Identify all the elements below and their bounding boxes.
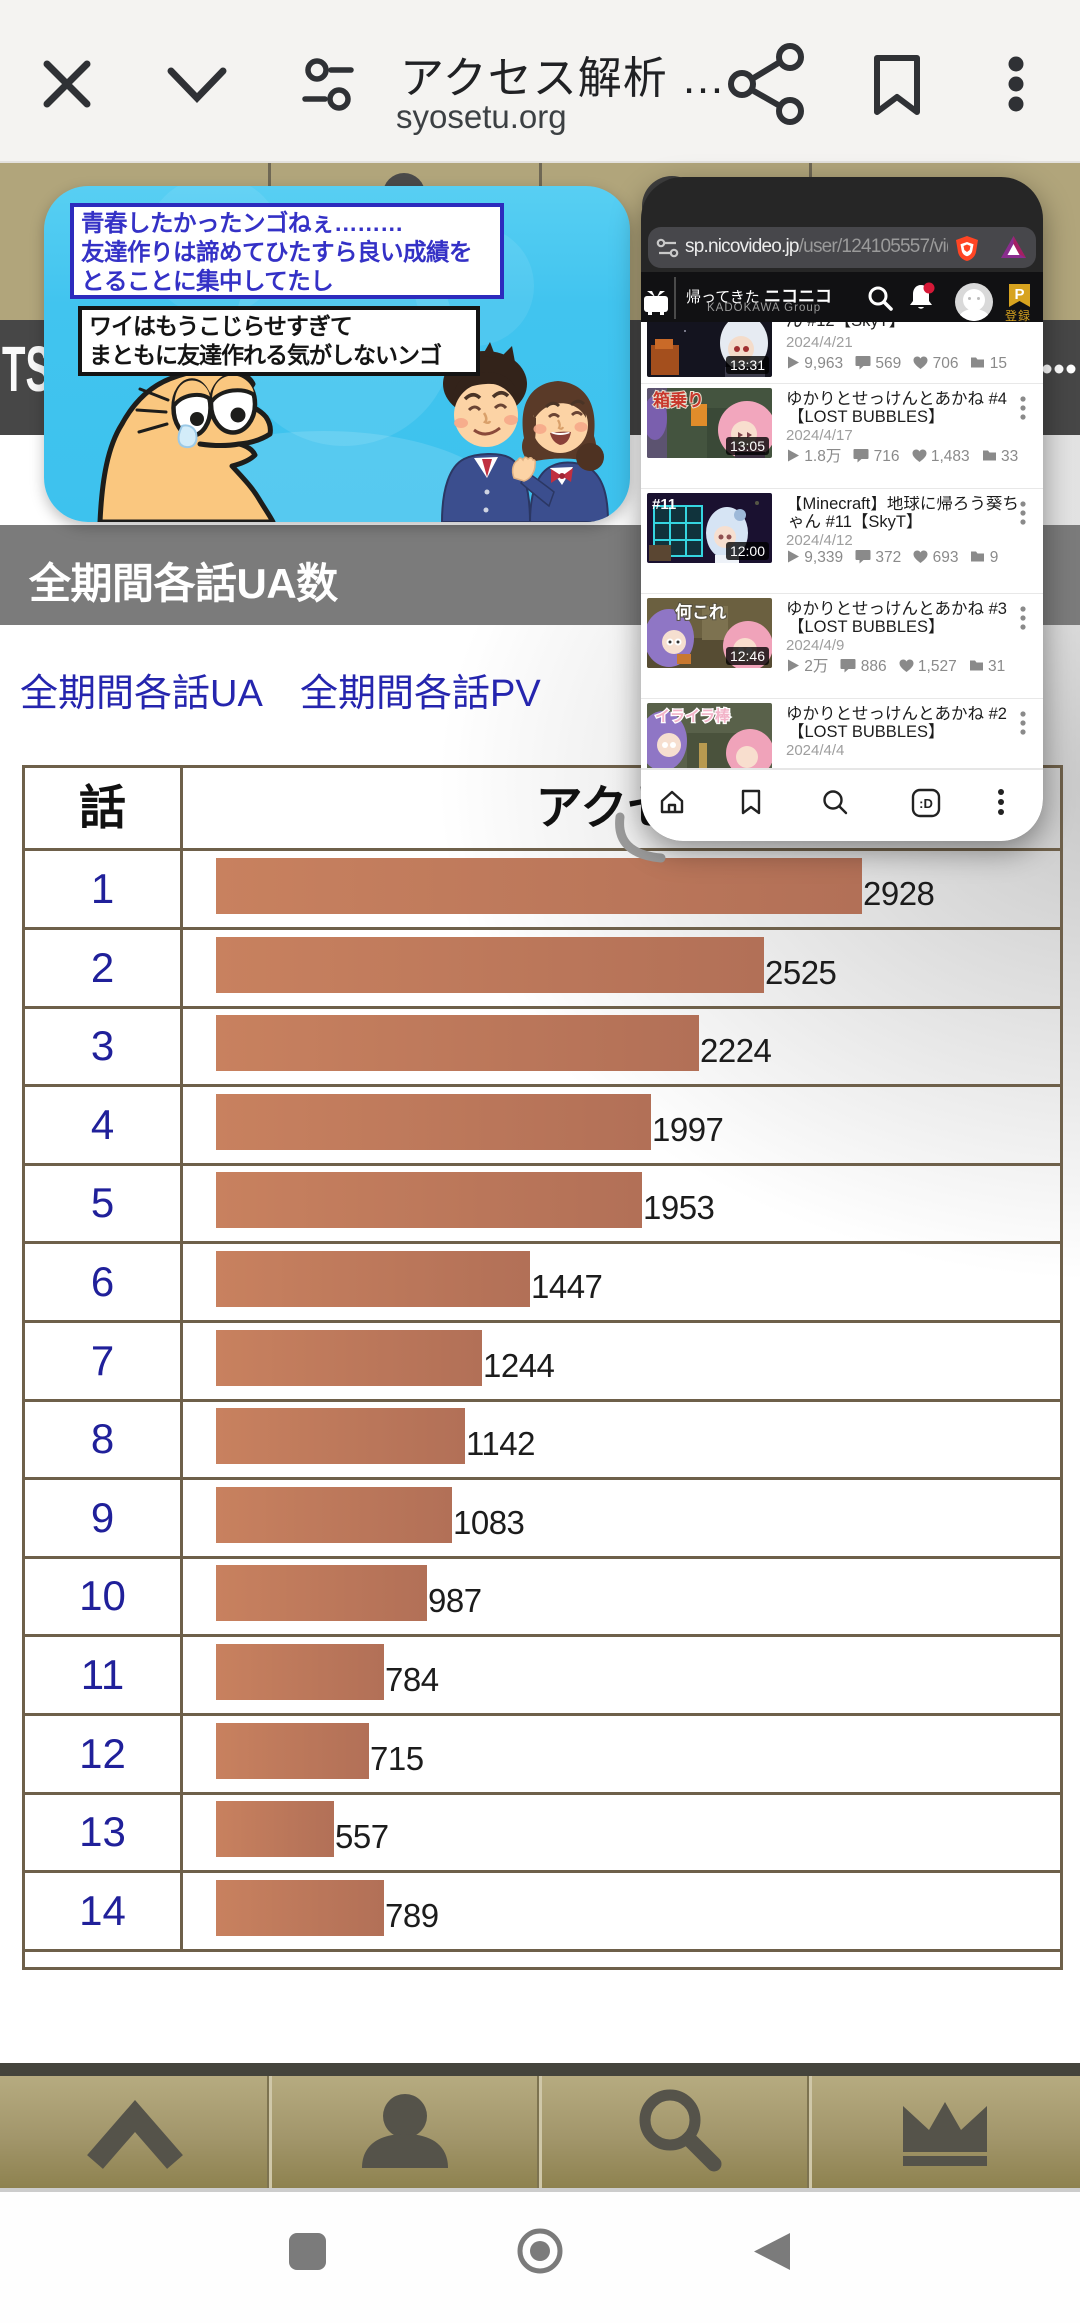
svg-text:箱乗り: 箱乗り xyxy=(653,390,704,410)
svg-text:何これ: 何これ xyxy=(675,602,726,622)
svg-text::D: :D xyxy=(919,796,933,811)
svg-text:イライラ棒: イライラ棒 xyxy=(655,707,731,725)
svg-text:P: P xyxy=(1014,286,1024,303)
svg-text:#11: #11 xyxy=(652,496,676,513)
